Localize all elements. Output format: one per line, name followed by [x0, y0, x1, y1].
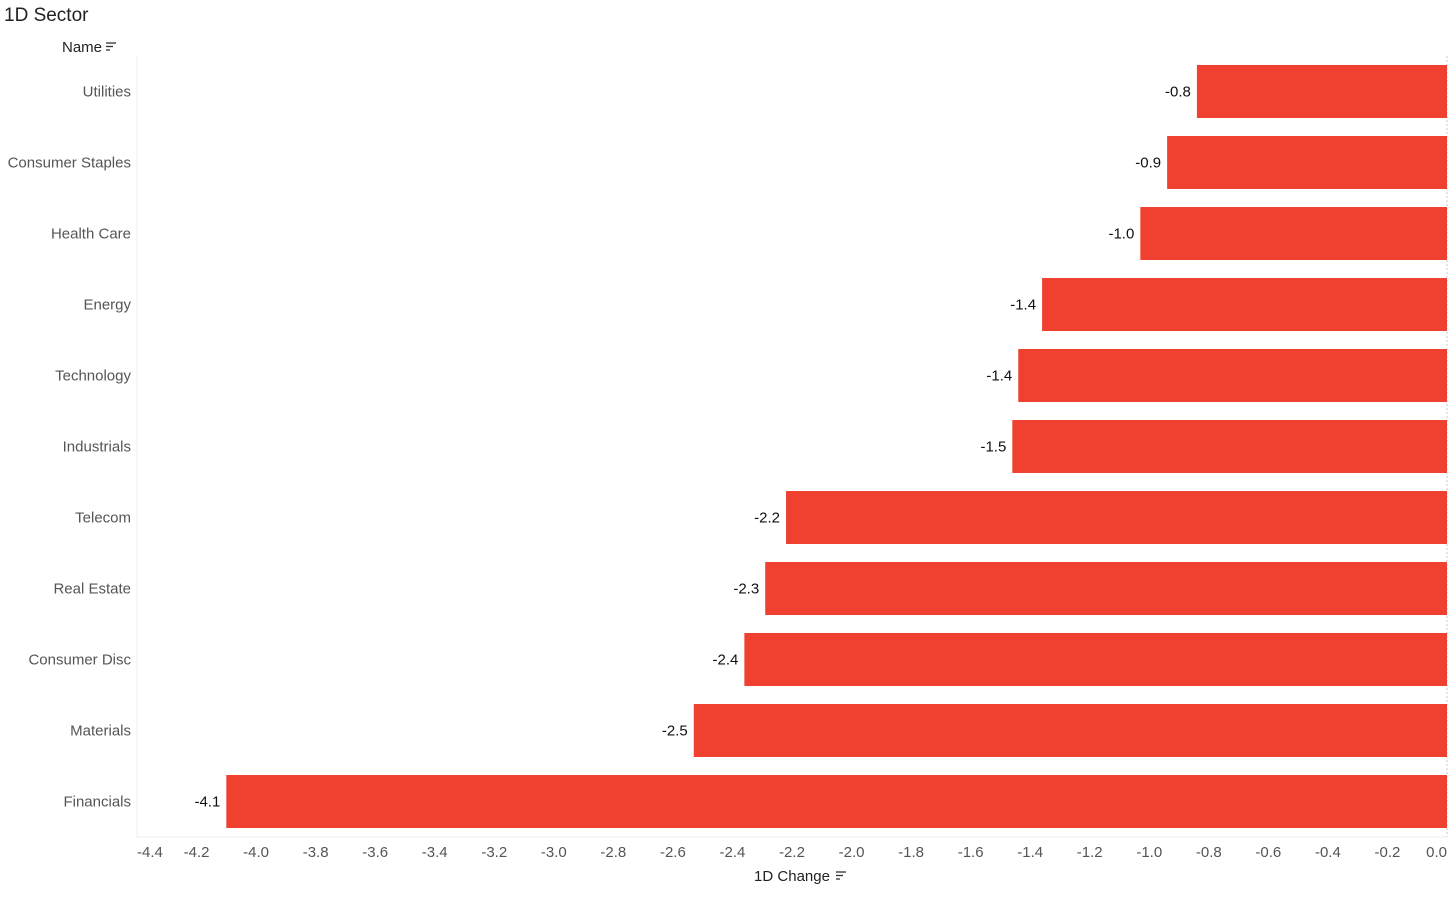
x-tick-label: -1.2: [1077, 844, 1103, 861]
data-label: -0.9: [1135, 155, 1161, 172]
category-label: Utilities: [83, 84, 131, 101]
x-tick-label: -0.2: [1375, 844, 1401, 861]
x-tick-label: -1.6: [958, 844, 984, 861]
data-label: -4.1: [194, 794, 220, 811]
x-tick-label: -1.0: [1136, 844, 1162, 861]
x-tick-label: -0.4: [1315, 844, 1341, 861]
data-label: -1.5: [980, 439, 1006, 456]
data-label: -2.3: [733, 581, 759, 598]
x-tick-label: -2.2: [779, 844, 805, 861]
x-axis-title[interactable]: 1D Change: [754, 868, 830, 885]
x-tick-label: -2.6: [660, 844, 686, 861]
x-axis-sort-icon[interactable]: [836, 871, 846, 880]
category-label: Technology: [55, 368, 131, 385]
x-tick-label: -3.0: [541, 844, 567, 861]
x-tick-label: -4.0: [243, 844, 269, 861]
category-label: Telecom: [75, 510, 131, 527]
bar-materials[interactable]: [693, 704, 1447, 757]
data-label: -2.4: [713, 652, 739, 669]
x-tick-label: -1.4: [1017, 844, 1043, 861]
category-label: Consumer Disc: [28, 652, 131, 669]
bar-financials[interactable]: [226, 775, 1448, 828]
name-column-header[interactable]: Name: [62, 39, 102, 56]
category-label: Materials: [70, 723, 131, 740]
category-label: Consumer Staples: [8, 155, 131, 172]
x-tick-label: -3.8: [303, 844, 329, 861]
x-tick-label: -3.6: [362, 844, 388, 861]
bar-industrials[interactable]: [1012, 420, 1447, 473]
category-label: Energy: [83, 297, 131, 314]
x-tick-label: -2.8: [600, 844, 626, 861]
x-tick-label: -3.4: [422, 844, 448, 861]
data-label: -1.4: [986, 368, 1012, 385]
bar-real-estate[interactable]: [765, 562, 1447, 615]
bar-consumer-disc[interactable]: [744, 633, 1447, 686]
x-tick-label: -0.8: [1196, 844, 1222, 861]
name-sort-icon[interactable]: [106, 42, 116, 51]
category-label: Industrials: [63, 439, 131, 456]
data-label: -1.4: [1010, 297, 1036, 314]
x-tick-label: -2.0: [839, 844, 865, 861]
x-tick-label: -0.6: [1255, 844, 1281, 861]
category-label: Financials: [63, 794, 131, 811]
x-tick-label: -1.8: [898, 844, 924, 861]
bar-utilities[interactable]: [1196, 65, 1447, 118]
bar-telecom[interactable]: [786, 491, 1447, 544]
bar-health-care[interactable]: [1140, 207, 1447, 260]
chart-title: 1D Sector: [4, 5, 89, 26]
x-tick-label: -4.2: [184, 844, 210, 861]
category-label: Health Care: [51, 226, 131, 243]
bar-consumer-staples[interactable]: [1167, 136, 1447, 189]
x-tick-label: -3.2: [481, 844, 507, 861]
bar-energy[interactable]: [1042, 278, 1447, 331]
category-label: Real Estate: [53, 581, 131, 598]
data-label: -1.0: [1108, 226, 1134, 243]
data-label: -2.5: [662, 723, 688, 740]
bar-technology[interactable]: [1018, 349, 1447, 402]
x-tick-label: 0.0: [1426, 844, 1447, 861]
x-tick-label: -2.4: [720, 844, 746, 861]
x-tick-label: -4.4: [137, 844, 163, 861]
data-label: -0.8: [1165, 84, 1191, 101]
data-label: -2.2: [754, 510, 780, 527]
